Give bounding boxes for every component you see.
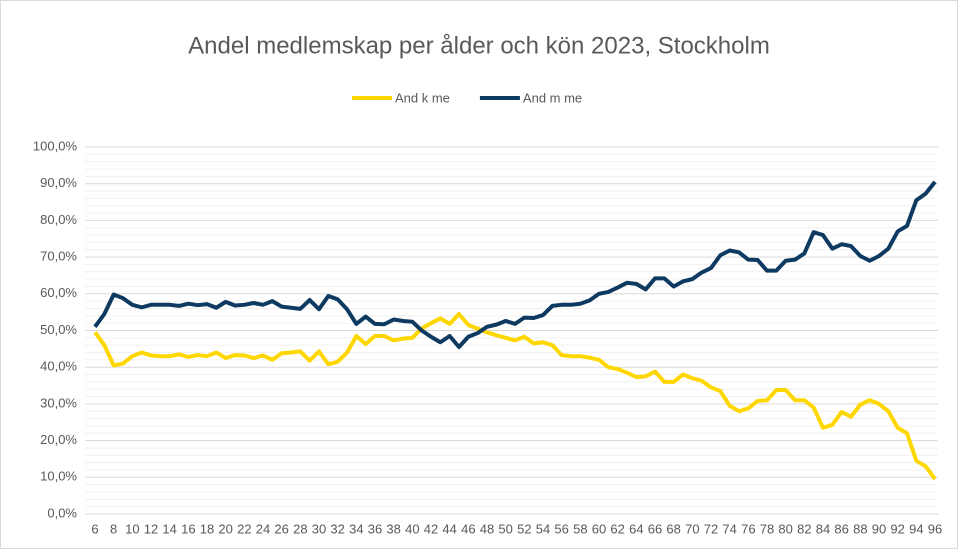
legend-label: And m me — [523, 90, 582, 105]
x-tick-label: 18 — [200, 521, 214, 536]
chart-title: Andel medlemskap per ålder och kön 2023,… — [188, 32, 770, 59]
x-tick-label: 32 — [330, 521, 344, 536]
x-tick-label: 22 — [237, 521, 251, 536]
x-tick-label: 26 — [274, 521, 288, 536]
x-tick-label: 96 — [928, 521, 942, 536]
x-tick-label: 14 — [162, 521, 176, 536]
x-tick-label: 78 — [760, 521, 774, 536]
x-tick-label: 34 — [349, 521, 363, 536]
y-tick-label: 100,0% — [33, 138, 78, 153]
x-tick-label: 80 — [778, 521, 792, 536]
x-tick-label: 82 — [797, 521, 811, 536]
x-tick-label: 28 — [293, 521, 307, 536]
x-tick-label: 42 — [424, 521, 438, 536]
x-tick-label: 76 — [741, 521, 755, 536]
x-tick-label: 56 — [554, 521, 568, 536]
legend-label: And k me — [395, 90, 450, 105]
y-tick-label: 70,0% — [40, 249, 77, 264]
x-tick-label: 68 — [666, 521, 680, 536]
x-tick-label: 38 — [386, 521, 400, 536]
line-series — [93, 180, 937, 350]
y-tick-label: 40,0% — [40, 359, 77, 374]
x-tick-label: 12 — [144, 521, 158, 536]
x-tick-label: 88 — [853, 521, 867, 536]
x-tick-label: 52 — [517, 521, 531, 536]
y-tick-label: 20,0% — [40, 432, 77, 447]
x-tick-label: 72 — [704, 521, 718, 536]
x-tick-label: 94 — [909, 521, 923, 536]
x-tick-label: 84 — [816, 521, 830, 536]
x-tick-label: 62 — [610, 521, 624, 536]
y-tick-label: 50,0% — [40, 322, 77, 337]
x-tick-label: 60 — [592, 521, 606, 536]
x-tick-label: 86 — [834, 521, 848, 536]
x-tick-label: 48 — [480, 521, 494, 536]
x-tick-label: 54 — [536, 521, 550, 536]
x-tick-label: 58 — [573, 521, 587, 536]
x-tick-label: 36 — [368, 521, 382, 536]
x-tick-label: 74 — [722, 521, 736, 536]
x-tick-label: 44 — [442, 521, 456, 536]
y-tick-label: 10,0% — [40, 469, 77, 484]
x-tick-label: 90 — [872, 521, 886, 536]
x-tick-label: 30 — [312, 521, 326, 536]
y-tick-label: 30,0% — [40, 395, 77, 410]
y-tick-label: 90,0% — [40, 175, 77, 190]
line-series — [93, 311, 937, 481]
x-tick-label: 8 — [110, 521, 117, 536]
x-tick-label: 16 — [181, 521, 195, 536]
x-tick-label: 64 — [629, 521, 643, 536]
x-tick-label: 24 — [256, 521, 270, 536]
x-tick-label: 40 — [405, 521, 419, 536]
x-tick-label: 6 — [91, 521, 98, 536]
y-tick-label: 60,0% — [40, 285, 77, 300]
x-tick-label: 46 — [461, 521, 475, 536]
y-tick-label: 80,0% — [40, 212, 77, 227]
x-tick-label: 10 — [125, 521, 139, 536]
x-tick-label: 50 — [498, 521, 512, 536]
x-tick-label: 70 — [685, 521, 699, 536]
x-tick-label: 92 — [890, 521, 904, 536]
y-tick-label: 0,0% — [47, 505, 77, 520]
x-tick-label: 66 — [648, 521, 662, 536]
x-tick-label: 20 — [218, 521, 232, 536]
